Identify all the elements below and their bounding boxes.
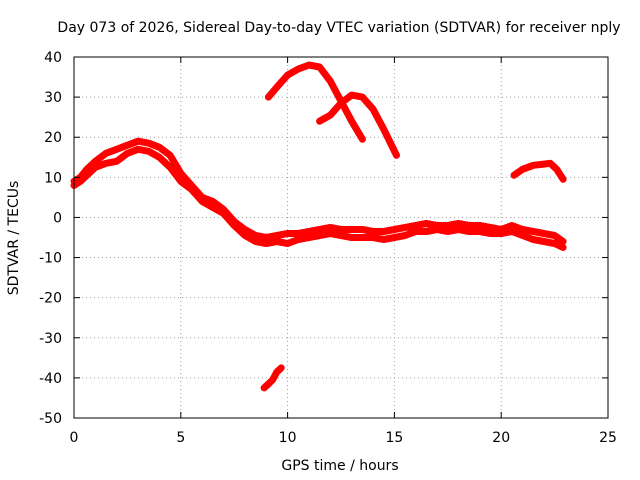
y-tick-label: -20 [39,291,62,307]
x-tick-label: 5 [176,430,185,446]
tick-marks [73,56,609,419]
series-arc-1 [264,61,366,143]
y-tick-label: 20 [44,130,62,146]
x-tick-label: 0 [70,430,79,446]
x-tick-label: 10 [279,430,297,446]
x-axis-label: GPS time / hours [281,458,398,474]
x-tick-label: 20 [492,430,510,446]
y-tick-labels: -50 -40 -30 -20 -10 0 10 20 30 40 [39,50,62,427]
y-tick-label: 10 [44,170,62,186]
y-tick-label: -50 [39,411,62,427]
data-series [70,61,567,392]
y-tick-label: 0 [53,210,62,226]
y-axis-label: SDTVAR / TECUs [6,181,22,296]
series-band-upper [70,137,567,245]
series-arc-4 [260,364,285,392]
series-arc-2 [316,91,400,159]
x-tick-label: 15 [385,430,403,446]
x-tick-labels: 0 5 10 15 20 25 [70,430,617,446]
y-tick-label: -10 [39,251,62,267]
y-tick-label: 40 [44,50,62,66]
series-band-lower [70,145,567,251]
y-tick-label: -40 [39,371,62,387]
chart-title: Day 073 of 2026, Sidereal Day-to-day VTE… [57,20,620,36]
series-arc-3 [510,159,567,183]
x-tick-label: 25 [599,430,617,446]
y-tick-label: 30 [44,90,62,106]
plot-frame [73,56,609,419]
y-tick-label: -30 [39,331,62,347]
